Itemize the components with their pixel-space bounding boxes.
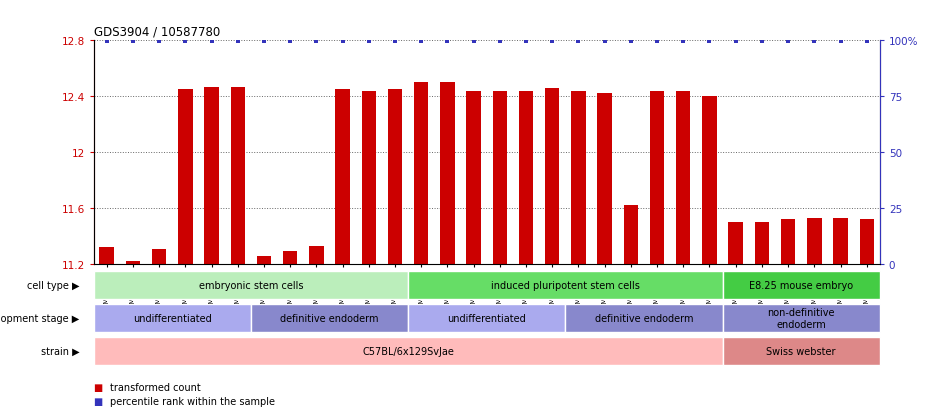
Bar (152, 249, 167, 264)
Bar (204, 87, 219, 264)
Bar (676, 92, 691, 264)
Bar (388, 90, 402, 264)
Text: development stage ▶: development stage ▶ (0, 313, 80, 323)
Bar (178, 90, 193, 264)
Text: embryonic stem cells: embryonic stem cells (198, 280, 303, 290)
Bar (597, 94, 612, 264)
Text: undifferentiated: undifferentiated (133, 313, 212, 323)
Bar (466, 92, 481, 264)
Text: C57BL/6x129SvJae: C57BL/6x129SvJae (362, 346, 454, 356)
Text: strain ▶: strain ▶ (41, 346, 80, 356)
Bar (519, 92, 534, 264)
Bar (859, 220, 874, 264)
Bar (414, 83, 429, 264)
Bar (408, 304, 565, 332)
Bar (408, 271, 723, 299)
Bar (571, 92, 586, 264)
Bar (545, 89, 560, 264)
Bar (256, 256, 271, 264)
Text: ■: ■ (94, 382, 103, 392)
Bar (723, 271, 880, 299)
Text: ■: ■ (94, 396, 103, 406)
Text: Swiss webster: Swiss webster (767, 346, 836, 356)
Bar (807, 218, 822, 264)
Bar (728, 223, 743, 264)
Text: percentile rank within the sample: percentile rank within the sample (110, 396, 275, 406)
Bar (754, 223, 769, 264)
Bar (723, 304, 880, 332)
Text: undifferentiated: undifferentiated (447, 313, 526, 323)
Bar (781, 220, 796, 264)
Bar (309, 246, 324, 264)
Bar (283, 252, 298, 264)
Text: definitive endoderm: definitive endoderm (280, 313, 379, 323)
Bar (335, 90, 350, 264)
Bar (94, 337, 723, 365)
Text: GDS3904 / 10587780: GDS3904 / 10587780 (94, 26, 220, 39)
Bar (94, 271, 408, 299)
Bar (99, 248, 114, 264)
Text: non-definitive
endoderm: non-definitive endoderm (768, 307, 835, 329)
Bar (833, 218, 848, 264)
Bar (230, 87, 245, 264)
Text: induced pluripotent stem cells: induced pluripotent stem cells (490, 280, 640, 290)
Bar (361, 92, 376, 264)
Bar (650, 92, 665, 264)
Bar (702, 97, 717, 264)
Bar (623, 206, 638, 264)
Text: cell type ▶: cell type ▶ (27, 280, 80, 290)
Bar (125, 261, 140, 264)
Bar (94, 304, 251, 332)
Bar (565, 304, 723, 332)
Bar (251, 304, 408, 332)
Text: E8.25 mouse embryo: E8.25 mouse embryo (749, 280, 854, 290)
Bar (723, 337, 880, 365)
Text: transformed count: transformed count (110, 382, 201, 392)
Text: definitive endoderm: definitive endoderm (594, 313, 694, 323)
Bar (440, 83, 455, 264)
Bar (492, 92, 507, 264)
